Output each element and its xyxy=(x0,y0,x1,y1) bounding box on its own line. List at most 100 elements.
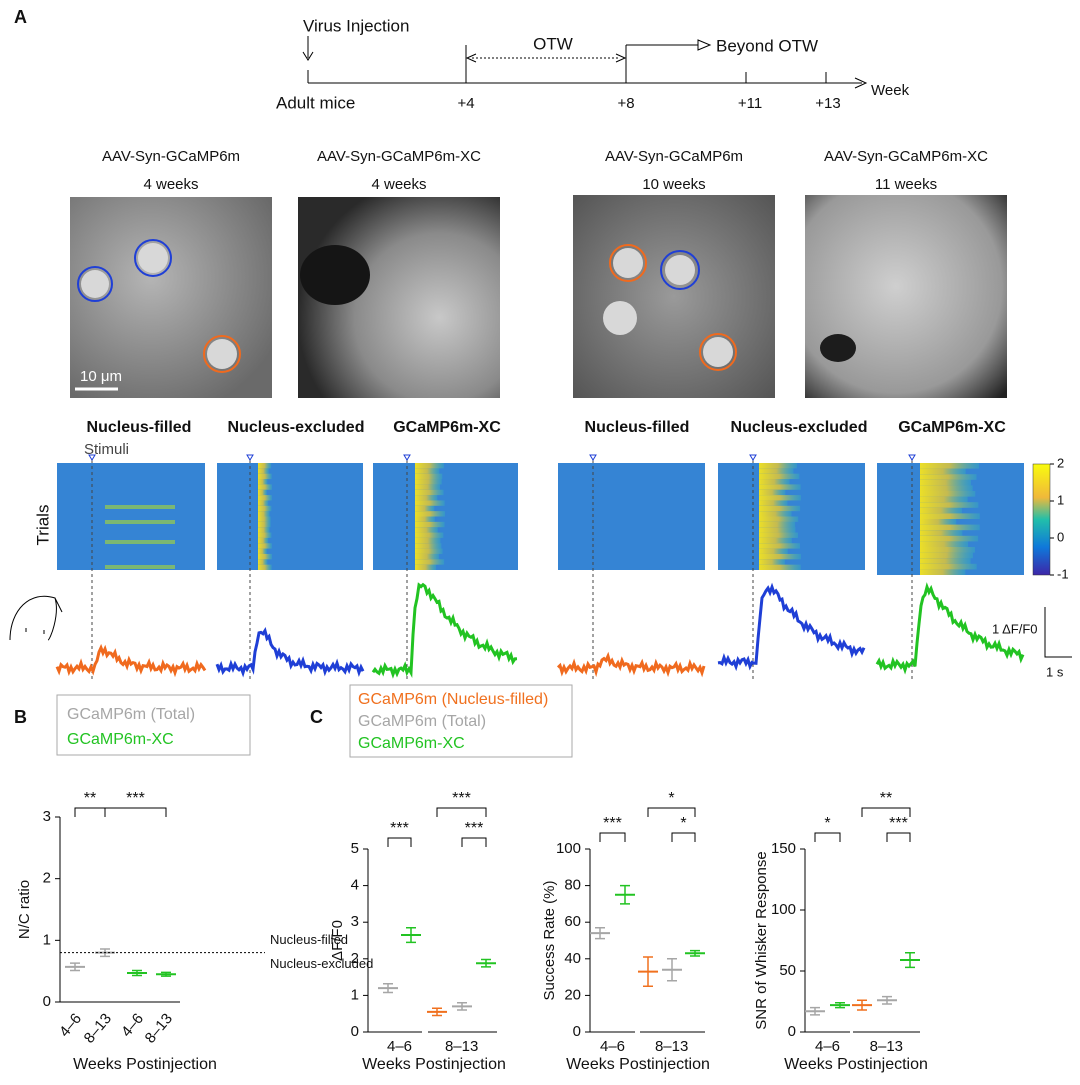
timeline-ticks xyxy=(307,45,827,83)
heatmap-row xyxy=(920,552,973,559)
error-bar xyxy=(857,999,867,1011)
heatmap-row xyxy=(920,530,963,536)
y-tick-label: 4 xyxy=(351,877,359,894)
panel-label: A xyxy=(14,7,27,27)
error-bar xyxy=(406,926,416,944)
heatmap-row xyxy=(920,563,977,570)
heatmap-row xyxy=(415,495,438,501)
heatmap-row xyxy=(258,473,272,480)
heatmap-row xyxy=(759,521,796,528)
x-tick-label: 8–13 xyxy=(142,1010,176,1046)
x-axis-label: Weeks Postinjection xyxy=(362,1056,506,1073)
error-bar xyxy=(481,958,491,968)
significance-label: *** xyxy=(889,815,908,832)
y-tick-label: 100 xyxy=(771,901,796,918)
heatmap-row xyxy=(415,527,438,533)
heatmap-row xyxy=(759,511,792,517)
micrograph-shadow xyxy=(300,245,370,305)
micrograph xyxy=(573,195,775,398)
y-tick-label: 1 xyxy=(43,931,51,948)
heatmap-row xyxy=(920,491,976,497)
legend-entry: GCaMP6m (Nucleus-filled) xyxy=(358,691,548,708)
heatmap-row xyxy=(759,500,788,506)
heatmap-row xyxy=(920,569,966,575)
error-bar xyxy=(595,926,605,940)
significance-label: * xyxy=(824,815,830,832)
timeline-axis xyxy=(308,77,868,89)
stimulus-marker xyxy=(88,454,96,461)
heatmap-row xyxy=(920,474,977,480)
heatmap-row xyxy=(415,473,443,480)
significance-label: * xyxy=(668,790,674,807)
heatmap-row xyxy=(258,495,272,501)
scale-label: 10 μm xyxy=(80,368,122,385)
timeline-unit: Week xyxy=(871,82,910,99)
heatmap-row xyxy=(415,553,439,560)
y-tick-label: 150 xyxy=(771,840,796,857)
heatmap-row xyxy=(920,558,971,564)
micrograph xyxy=(805,195,1007,398)
x-axis-label: Weeks Postinjection xyxy=(566,1056,710,1073)
heatmap-row xyxy=(920,535,979,542)
heatmap-row xyxy=(258,553,272,560)
reference-label: Nucleus-filled xyxy=(270,932,348,947)
significance-label: *** xyxy=(126,790,145,807)
error-bar xyxy=(432,1007,442,1017)
heatmap-row xyxy=(415,489,444,496)
significance-label: ** xyxy=(84,790,96,807)
trace-scale-bar xyxy=(1044,607,1072,658)
heatmap xyxy=(217,463,363,570)
significance-label: * xyxy=(680,815,686,832)
x-tick-label: 8–13 xyxy=(870,1038,903,1055)
heatmap-row xyxy=(258,511,270,517)
error-bar xyxy=(882,995,892,1005)
significance-bracket xyxy=(671,832,696,842)
heatmap-row xyxy=(415,548,443,554)
x-tick-label: 8–13 xyxy=(445,1038,478,1055)
heatmaps xyxy=(55,454,1025,680)
stimulus-marker xyxy=(749,454,757,461)
significance-bracket xyxy=(104,807,167,817)
colorbar-label: 0 xyxy=(1057,529,1064,544)
heatmap-row xyxy=(415,537,441,544)
heatmap-row xyxy=(920,496,968,503)
arrow xyxy=(302,36,314,61)
heatmap-row xyxy=(258,468,269,474)
heatmap-row xyxy=(759,553,801,560)
heatmap-title: Nucleus-filled xyxy=(585,419,690,436)
error-bar xyxy=(383,982,393,994)
heatmap-row xyxy=(920,468,966,475)
heatmap-row xyxy=(258,537,269,544)
heatmap-title: GCaMP6m-XC xyxy=(898,419,1006,436)
significance-bracket xyxy=(861,807,911,817)
heatmap-row xyxy=(920,547,976,553)
heatmap-row xyxy=(415,484,441,490)
timeline-tick: +4 xyxy=(457,95,474,112)
y-tick-label: 2 xyxy=(43,870,51,887)
timeline-label: Virus Injection xyxy=(303,16,409,35)
heatmap-row xyxy=(920,513,980,519)
legend-entry: GCaMP6m-XC xyxy=(67,731,174,748)
image-title: AAV-Syn-GCaMP6m xyxy=(102,148,240,165)
heatmap-row xyxy=(759,479,790,485)
image-age: 11 weeks xyxy=(875,176,937,193)
legend-entry: GCaMP6m-XC xyxy=(358,735,465,752)
heatmap-row xyxy=(258,516,271,522)
heatmap xyxy=(558,463,705,570)
legend-box xyxy=(56,694,251,756)
trace xyxy=(717,582,866,672)
trace xyxy=(55,643,207,678)
y-tick-label: 5 xyxy=(351,840,359,857)
heatmap-title: Nucleus-excluded xyxy=(228,419,365,436)
y-axis-label: SNR of Whisker Response xyxy=(753,851,770,1029)
y-axis-label: ΔF/F0 xyxy=(329,920,346,961)
significance-bracket xyxy=(886,832,911,842)
error-bar xyxy=(132,969,142,977)
y-tick-label: 50 xyxy=(779,962,796,979)
significance-label: *** xyxy=(465,820,484,837)
x-axis-label: Weeks Postinjection xyxy=(784,1056,928,1073)
x-tick-label: 8–13 xyxy=(655,1038,688,1055)
heatmap-row xyxy=(258,527,270,533)
heatmap-row xyxy=(759,543,801,549)
y-tick-label: 40 xyxy=(564,950,581,967)
